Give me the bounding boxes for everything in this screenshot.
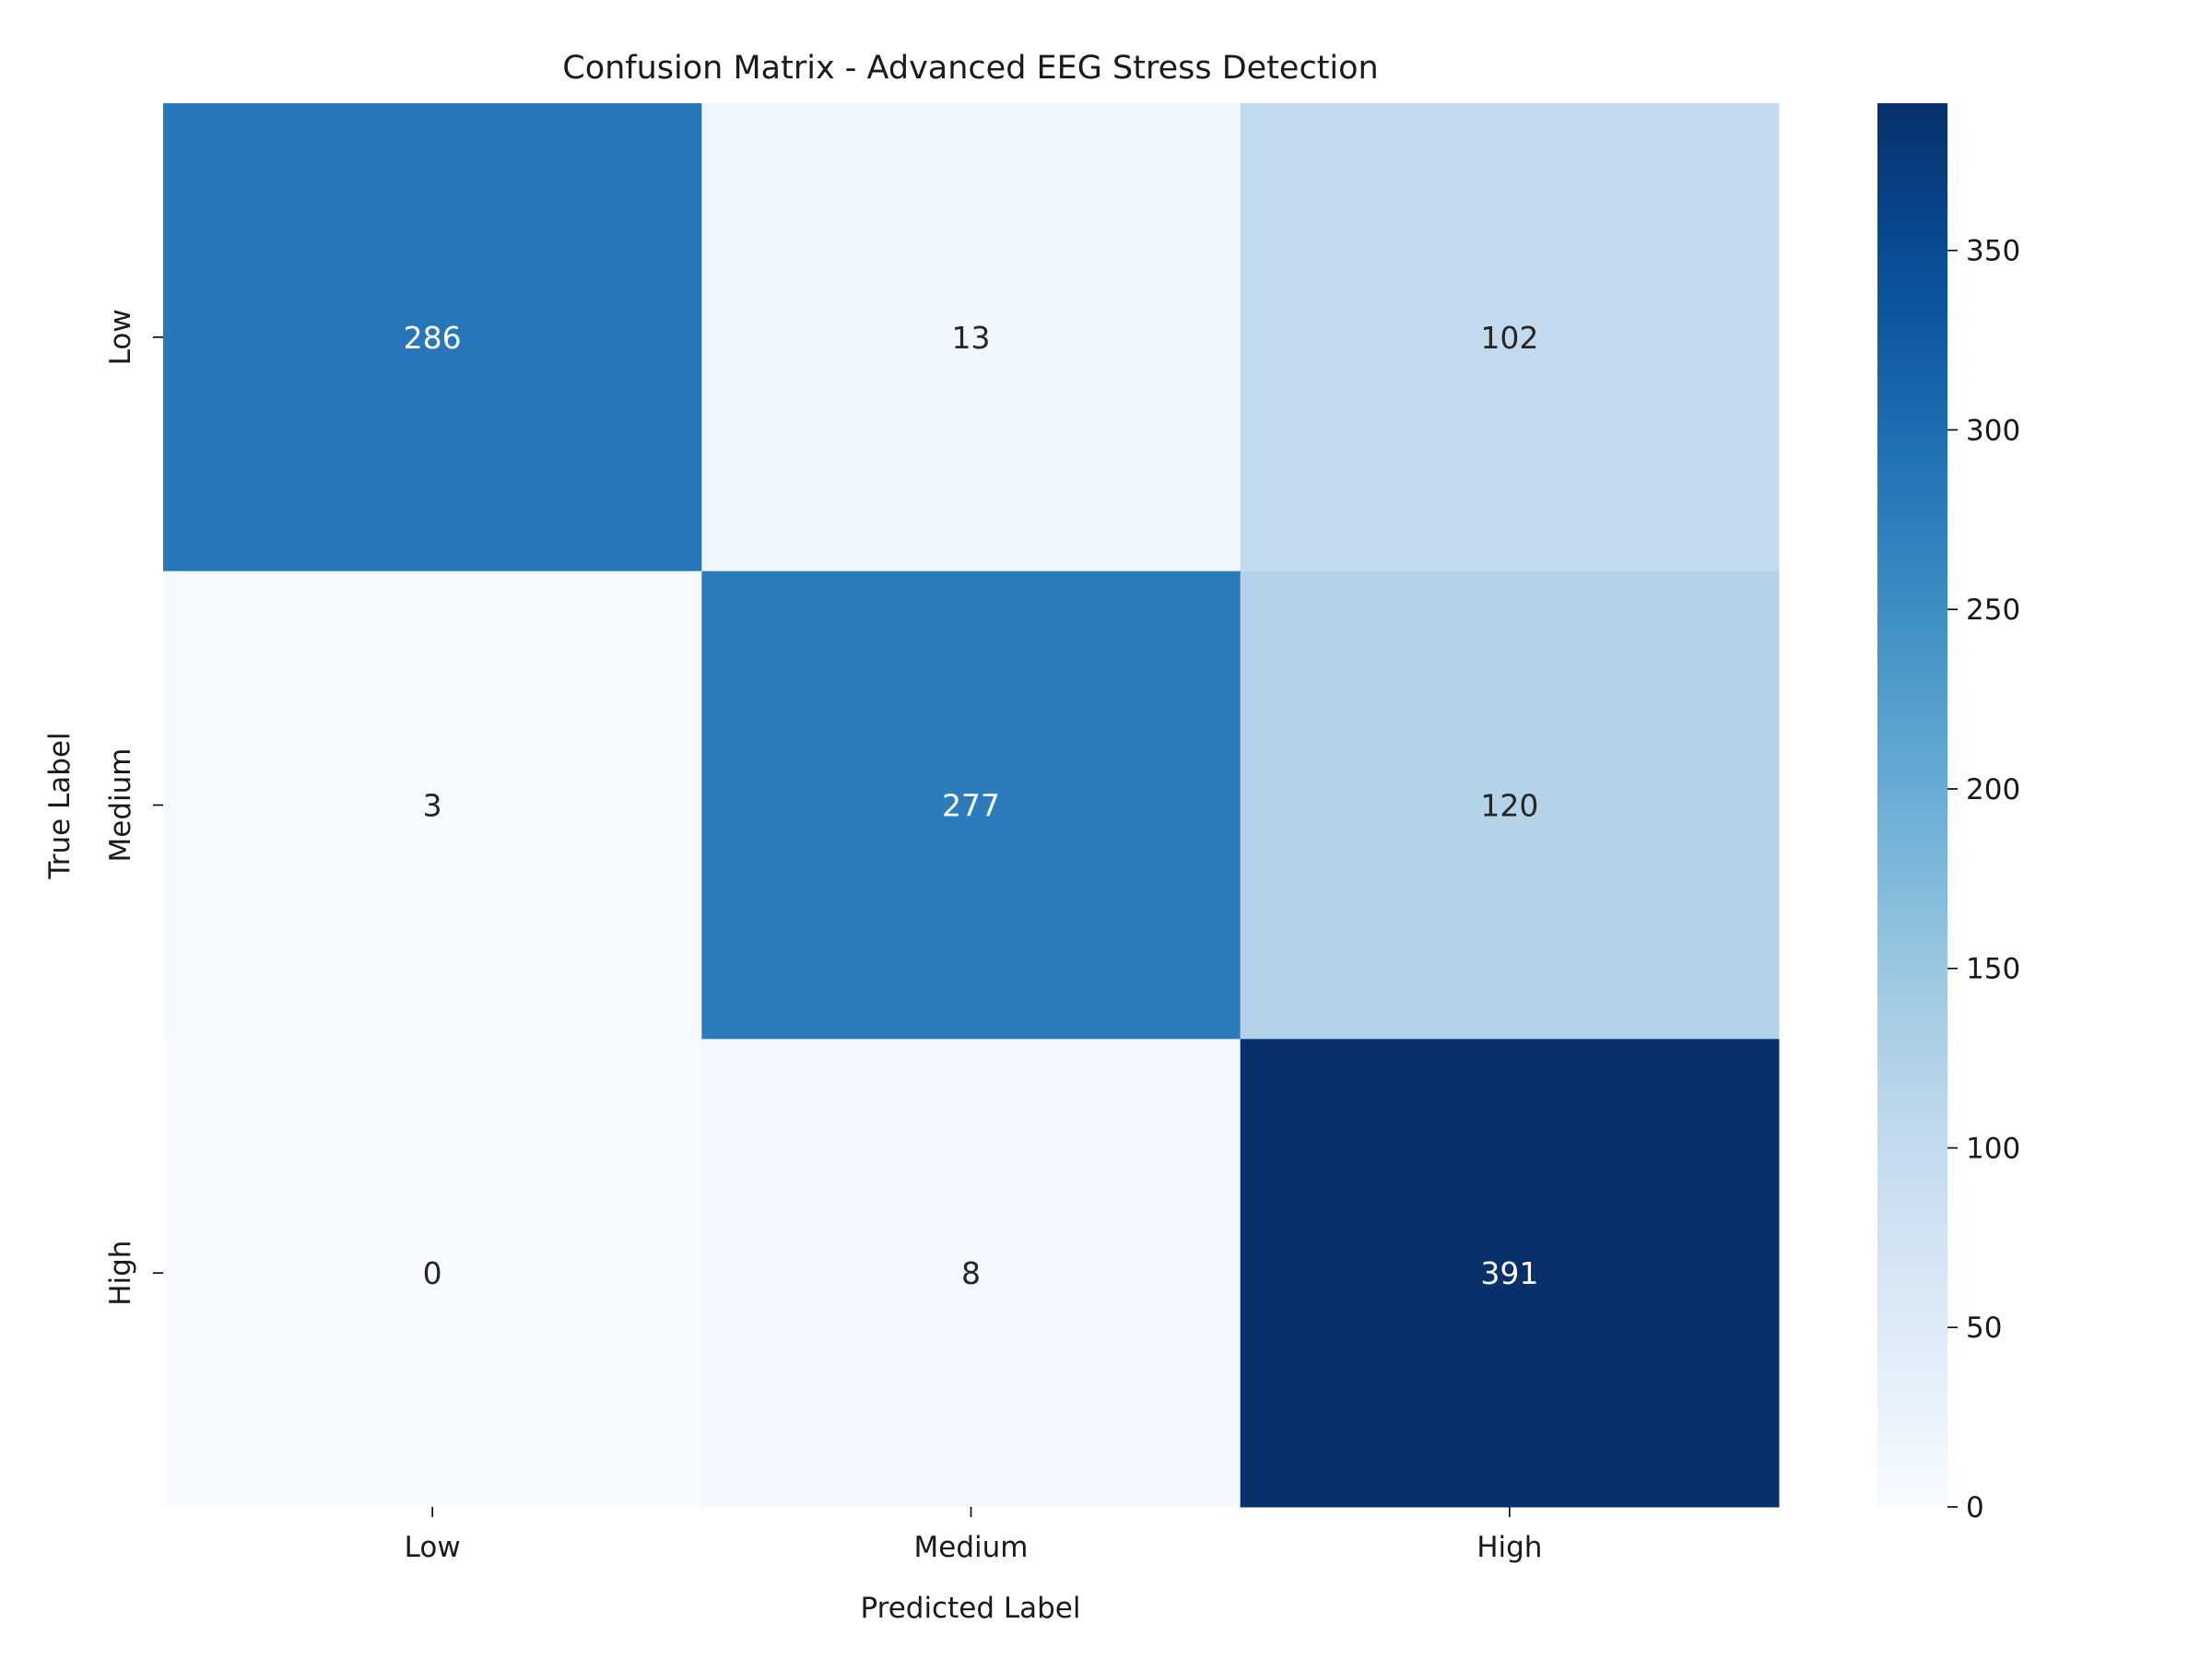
cell-annotations: 286 13 102 3 277 120 0 8 391: [404, 320, 1539, 1291]
cell-annotation: 286: [404, 320, 462, 356]
heatmap-cell: [701, 1039, 1241, 1508]
colorbar-tick-label: 50: [1966, 1312, 2002, 1345]
colorbar-tick-label: 350: [1966, 235, 2020, 268]
x-tick-label: Medium: [914, 1531, 1029, 1564]
colorbar-tick-label: 200: [1966, 773, 2020, 806]
heatmap-cell: [701, 571, 1241, 1040]
colorbar-tick-label: 300: [1966, 414, 2020, 447]
colorbar-scale: [1877, 103, 1947, 1507]
colorbar-tick-label: 150: [1966, 953, 2020, 986]
cell-annotation: 0: [423, 1255, 442, 1291]
y-axis-label: True Label: [43, 732, 76, 879]
heatmap-cell: [163, 103, 702, 572]
x-tick-label: High: [1477, 1531, 1542, 1564]
chart-title: Confusion Matrix - Advanced EEG Stress D…: [562, 50, 1379, 87]
y-tick-label: Low: [104, 309, 137, 365]
cell-annotation: 120: [1480, 788, 1538, 824]
colorbar-tick-label: 0: [1966, 1491, 1984, 1524]
x-axis: Low Medium High: [405, 1507, 1542, 1564]
colorbar: 0 50 100 150 200 250 300 350: [1877, 103, 2020, 1524]
y-tick-label: Medium: [104, 748, 137, 863]
colorbar-tick-label: 100: [1966, 1132, 2020, 1165]
heatmap-cell: [163, 1039, 702, 1508]
cell-annotation: 8: [961, 1255, 981, 1291]
cell-annotation: 277: [942, 788, 1000, 824]
heatmap-cell: [701, 103, 1241, 572]
heatmap-cell: [1240, 1039, 1780, 1508]
y-axis: Low Medium High: [104, 309, 163, 1306]
heatmap-cell: [1240, 571, 1780, 1040]
x-tick-label: Low: [405, 1531, 461, 1564]
y-tick-label: High: [104, 1241, 137, 1306]
heatmap-cells: [163, 103, 1780, 1508]
x-axis-label: Predicted Label: [860, 1592, 1080, 1625]
cell-annotation: 391: [1480, 1255, 1538, 1291]
cell-annotation: 13: [952, 320, 991, 356]
colorbar-tick-label: 250: [1966, 594, 2020, 627]
cell-annotation: 102: [1480, 320, 1538, 356]
cell-annotation: 3: [423, 788, 442, 824]
heatmap-cell: [1240, 103, 1780, 572]
heatmap-cell: [163, 571, 702, 1040]
